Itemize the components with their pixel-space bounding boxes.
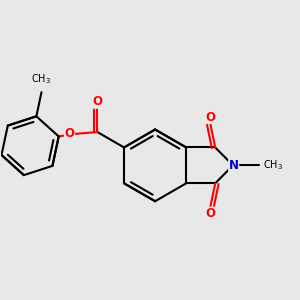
Text: O: O [92,95,102,108]
Text: O: O [205,110,215,124]
Text: CH$_3$: CH$_3$ [32,72,52,86]
Text: N: N [229,159,239,172]
Text: CH$_3$: CH$_3$ [263,158,283,172]
Text: O: O [64,127,74,140]
Text: O: O [205,207,215,220]
